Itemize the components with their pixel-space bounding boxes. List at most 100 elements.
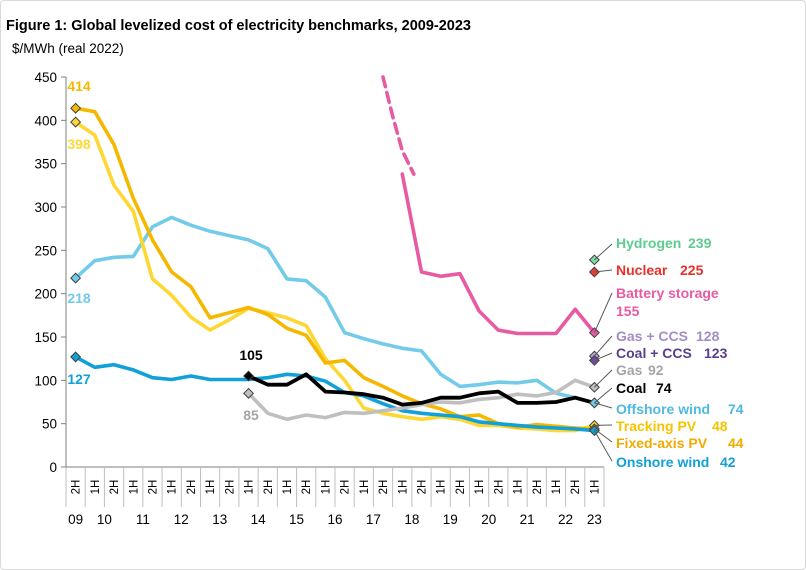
- series-gas-leader-line: [594, 369, 613, 388]
- x-tick-year-label: 09: [68, 512, 83, 527]
- series-gas-value: 92: [648, 362, 664, 378]
- x-tick-year-label: 10: [97, 512, 112, 527]
- series-coalccs-label: Coal + CCS: [616, 345, 692, 361]
- x-tick-half-label: 1H: [589, 480, 601, 495]
- series-offshore-start-value: 218: [67, 290, 91, 306]
- series-battery-end-marker: [588, 327, 600, 339]
- x-tick-half-label: 1H: [282, 480, 294, 495]
- x-tick-half-label: 2H: [378, 480, 390, 495]
- series-hydrogen-value: 239: [688, 235, 712, 251]
- x-tick-year-label: 13: [212, 512, 227, 527]
- series-battery-projected: [381, 75, 416, 176]
- series-coal-value: 74: [656, 380, 672, 396]
- series-fixed-line: [73, 106, 597, 431]
- series-offshore-line: [73, 215, 597, 405]
- y-tick-label: 350: [34, 157, 57, 172]
- series-hydrogen-leader-line: [594, 243, 613, 261]
- series-coal-label: Coal: [616, 380, 646, 396]
- x-tick-half-label: 1H: [320, 480, 332, 495]
- series-offshore-value: 74: [728, 401, 744, 417]
- y-tick-label: 300: [34, 200, 57, 215]
- series-offshore-start-marker: [70, 272, 82, 284]
- y-tick-label: 100: [34, 373, 57, 388]
- figure-title: Figure 1: Global levelized cost of elect…: [6, 18, 471, 34]
- series-onshore-value: 42: [720, 454, 736, 470]
- x-tick-half-label: 1H: [167, 480, 179, 495]
- x-tick-half-label: 2H: [340, 480, 352, 495]
- x-tick-half-label: 1H: [397, 480, 409, 495]
- x-tick-half-label: 1H: [205, 480, 217, 495]
- y-tick-label: 0: [49, 460, 57, 475]
- x-tick-year-label: 17: [366, 512, 381, 527]
- y-tick-label: 200: [34, 287, 57, 302]
- x-tick-half-label: 1H: [551, 480, 563, 495]
- series-onshore-start-marker: [70, 351, 82, 363]
- x-tick-half-label: 2H: [263, 480, 275, 495]
- chart-labels: 85 105 218 398 414 127 Hydrogen 239 Nuclear 225 Ba…: [67, 78, 743, 470]
- x-tick-half-label: 2H: [224, 480, 236, 495]
- x-tick-half-label: 2H: [301, 480, 313, 495]
- series-nuclear-value: 225: [680, 262, 704, 278]
- series-coal-start-value: 105: [239, 347, 263, 363]
- series-battery-label: Battery storage: [616, 285, 719, 301]
- x-tick-year-label: 16: [327, 512, 342, 527]
- series-battery-value: 155: [616, 303, 640, 319]
- series-hydrogen-label: Hydrogen: [616, 235, 681, 251]
- series-coalccs-value: 123: [704, 345, 728, 361]
- x-tick-half-label: 1H: [90, 480, 102, 495]
- series-battery-leader-line: [593, 292, 613, 333]
- series-nuclear-label: Nuclear: [616, 262, 668, 278]
- y-tick-label: 450: [34, 70, 57, 85]
- series-coalccs-leader-line: [594, 352, 613, 361]
- x-tick-half-label: 2H: [416, 480, 428, 495]
- series-offshore-label: Offshore wind: [616, 401, 710, 417]
- series-gasccs-leader-line: [594, 335, 613, 357]
- x-tick-half-label: 2H: [493, 480, 505, 495]
- y-tick-label: 400: [34, 113, 57, 128]
- x-tick-year-label: 11: [136, 512, 150, 527]
- y-tick-label: 150: [34, 330, 57, 345]
- x-tick-year-label: 19: [443, 512, 458, 527]
- series-gas-label: Gas: [616, 362, 643, 378]
- x-tick-half-label: 2H: [71, 480, 83, 495]
- y-tick-label: 250: [34, 243, 57, 258]
- chart-axes: $/MWh (real 2022) 0 50 100 150 200 250 300 350 40…: [12, 41, 605, 527]
- series-fixed-start-marker: [70, 102, 82, 114]
- series-fixed-leader-line: [594, 428, 613, 443]
- series-coal-start-marker: [243, 370, 255, 382]
- x-tick-year-label: 22: [558, 512, 573, 527]
- x-tick-half-label: 1H: [513, 480, 525, 495]
- series-onshore-leader-line: [593, 430, 613, 462]
- y-axis-title: $/MWh (real 2022): [12, 41, 124, 56]
- series-fixed-value: 44: [728, 435, 744, 451]
- series-nuclear-end-marker: [588, 266, 600, 278]
- series-tracking-value: 48: [712, 418, 728, 434]
- series-coal-line: [246, 372, 597, 407]
- series-tracking-label: Tracking PV: [616, 418, 697, 434]
- x-tick-year-label: 20: [481, 512, 496, 527]
- series-tracking-start-value: 398: [67, 136, 91, 152]
- series-fixed-start-value: 414: [67, 78, 91, 94]
- series-onshore-line: [73, 355, 597, 433]
- x-tick-half-label: 2H: [532, 480, 544, 495]
- x-tick-year-label: 15: [289, 512, 304, 527]
- x-tick-half-label: 1H: [128, 480, 140, 495]
- series-gas-start-value: 85: [243, 407, 259, 423]
- x-tick-year-label: 21: [520, 512, 535, 527]
- series-offshore-leader-line: [594, 402, 613, 409]
- x-tick-year-label: 23: [587, 512, 602, 527]
- series-gasccs-value: 128: [696, 328, 720, 344]
- series-nuclear-leader-line: [594, 269, 613, 273]
- series-coal-leader-line: [594, 387, 613, 404]
- x-tick-half-label: 1H: [244, 480, 256, 495]
- x-tick-half-label: 2H: [455, 480, 467, 495]
- series-battery-line: [400, 172, 597, 336]
- x-tick-half-label: 1H: [474, 480, 486, 495]
- series-fixed-label: Fixed-axis PV: [616, 435, 708, 451]
- series-onshore-label: Onshore wind: [616, 454, 709, 470]
- series-onshore-end-marker: [588, 425, 600, 437]
- series-tracking-start-marker: [70, 116, 82, 128]
- y-tick-label: 50: [42, 417, 57, 432]
